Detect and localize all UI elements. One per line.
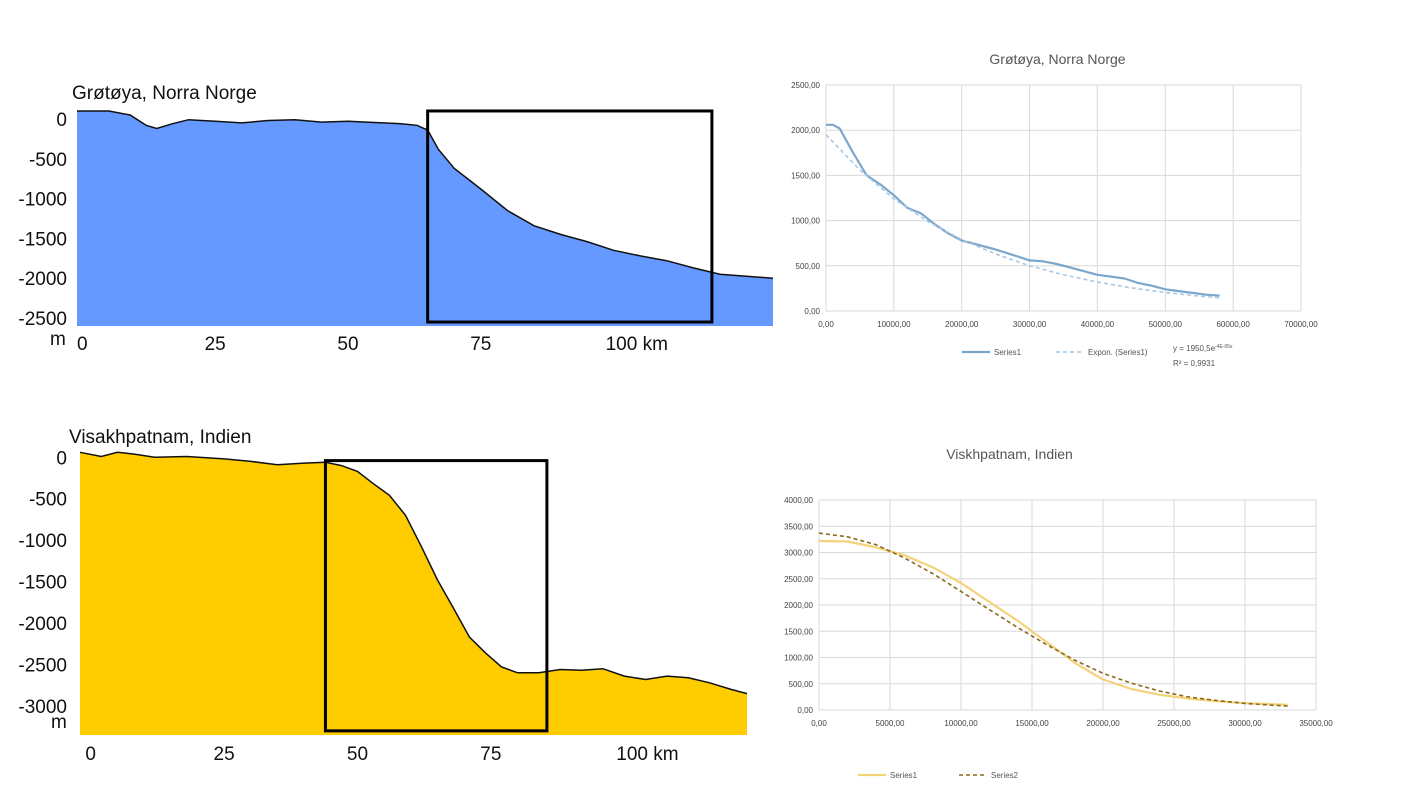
y-tick-label: -2000 [18,614,67,635]
profile-outline [79,451,748,695]
x-tick-label: 0,00 [818,320,834,329]
x-tick-label: 25000,00 [1157,719,1191,728]
y-tick-label: 0 [56,110,67,131]
x-tick-label: 70000,00 [1284,320,1318,329]
x-tick-label: 60000,00 [1216,320,1250,329]
x-tick-label: 25 [205,334,226,355]
y-tick-label: -2000 [18,269,67,290]
y-tick-label: 3500,00 [784,522,813,531]
y-tick-label: -1000 [18,190,67,211]
legend-label: Series1 [994,348,1022,357]
y-tick-label: 2500,00 [784,575,813,584]
x-tick-label: 50 [337,334,358,355]
y-tick-label: -1500 [18,229,67,250]
x-tick-label: 50 [347,744,368,765]
x-tick-label: 0 [77,334,88,355]
profile-area-fill [77,111,773,326]
series-line-1 [818,539,1288,706]
chart-title: Grøtøya, Norra Norge [989,51,1125,67]
y-unit-label: m [50,329,66,350]
x-tick-label: 75 [480,744,501,765]
x-tick-label: 5000,00 [876,719,905,728]
y-tick-label: 1000,00 [784,654,813,663]
x-tick-label: 50000,00 [1149,320,1183,329]
y-tick-label: -3000 [18,697,67,718]
r-squared-label: R² = 0,9931 [1173,359,1216,368]
x-tick-label: 30000,00 [1228,719,1262,728]
x-tick-label: 25 [214,744,235,765]
legend-label: Series1 [890,771,918,780]
x-tick-label: 20000,00 [1086,719,1120,728]
highlight-box [323,459,549,733]
x-tick-label: 0 [85,744,96,765]
y-tick-label: 500,00 [796,262,821,271]
y-tick-label: -2500 [18,656,67,677]
x-tick-label: 100 km [606,334,668,355]
legend-label: Series2 [991,771,1019,780]
series-line-2 [825,134,1220,299]
series-line-2 [818,532,1288,707]
y-tick-label: 500,00 [789,680,814,689]
x-tick-label: 40000,00 [1081,320,1115,329]
y-unit-label: m [51,712,67,733]
profile-area-fill [80,452,747,735]
x-tick-label: 100 km [616,744,678,765]
y-tick-label: 2500,00 [791,81,820,90]
series-line-1 [826,123,1220,297]
y-tick-label: 2000,00 [784,601,813,610]
y-tick-label: -2500 [18,309,67,330]
chart-title: Viskhpatnam, Indien [946,446,1073,462]
y-tick-label: 3000,00 [784,549,813,558]
y-tick-label: 1000,00 [791,217,820,226]
x-tick-label: 0,00 [811,719,827,728]
chart-title: Grøtøya, Norra Norge [72,83,257,104]
x-tick-label: 20000,00 [945,320,979,329]
x-tick-label: 10000,00 [944,719,978,728]
y-tick-label: 4000,00 [784,496,813,505]
highlight-box [426,109,714,324]
x-tick-label: 35000,00 [1299,719,1333,728]
x-tick-label: 30000,00 [1013,320,1047,329]
chart-title: Visakhpatnam, Indien [69,427,251,448]
x-tick-label: 10000,00 [877,320,911,329]
y-tick-label: 0,00 [797,706,813,715]
y-tick-label: -500 [29,490,67,511]
trendline-equation-exponent: -4E-05x [1215,344,1233,350]
y-tick-label: -500 [29,150,67,171]
x-tick-label: 15000,00 [1015,719,1049,728]
trendline-equation: y = 1950,5e-4E-05x [1173,344,1233,353]
y-tick-label: 0 [56,448,67,469]
trendline-equation-base: y = 1950,5e [1173,344,1216,353]
y-tick-label: 1500,00 [791,171,820,180]
y-tick-label: 0,00 [804,307,820,316]
legend-label: Expon. (Series1) [1088,348,1148,357]
profile-outline [77,110,774,279]
y-tick-label: -1000 [18,531,67,552]
y-tick-label: 1500,00 [784,627,813,636]
x-tick-label: 75 [470,334,491,355]
y-tick-label: -1500 [18,573,67,594]
y-tick-label: 2000,00 [791,126,820,135]
